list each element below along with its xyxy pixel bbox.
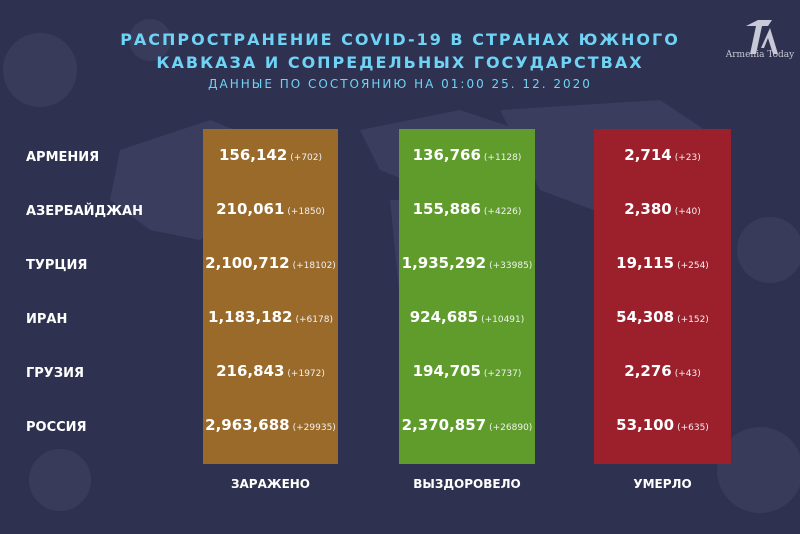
infected-cell: 2,963,688 (+29935)	[195, 416, 346, 438]
recovered-delta: (+4226)	[483, 207, 522, 217]
infected-delta: (+6178)	[295, 315, 333, 325]
recovered-cell: 924,685 (+10491)	[390, 308, 544, 330]
deaths-value: 54,308	[616, 308, 675, 326]
recovered-cell: 1,935,292 (+33985)	[390, 254, 544, 276]
recovered-cell: 136,766 (+1128)	[390, 146, 544, 168]
infected-delta: (+29935)	[292, 423, 336, 433]
recovered-delta: (+26890)	[489, 423, 533, 433]
deaths-delta: (+40)	[674, 207, 701, 217]
recovered-value: 194,705	[412, 362, 481, 380]
recovered-cell: 2,370,857 (+26890)	[390, 416, 544, 438]
deaths-cell: 19,115 (+254)	[594, 254, 731, 276]
recovered-cell: 194,705 (+2737)	[390, 362, 544, 384]
recovered-delta: (+10491)	[481, 315, 525, 325]
recovered-value: 2,370,857	[401, 416, 487, 434]
deaths-cell: 2,714 (+23)	[594, 146, 731, 168]
deaths-delta: (+152)	[677, 315, 709, 325]
deaths-value: 19,115	[616, 254, 675, 272]
infected-cell: 2,100,712 (+18102)	[195, 254, 346, 276]
infected-cell: 210,061 (+1850)	[195, 200, 346, 222]
country-name: АЗЕРБАЙДЖАН	[26, 204, 143, 219]
infected-value: 210,061	[216, 200, 285, 218]
infected-value: 156,142	[218, 146, 288, 164]
country-name: ИРАН	[26, 312, 68, 327]
deaths-value: 2,380	[624, 200, 672, 218]
infected-column-bg	[203, 129, 338, 464]
infected-delta: (+18102)	[292, 261, 336, 271]
recovered-value: 136,766	[412, 146, 481, 164]
country-name: ГРУЗИЯ	[26, 366, 84, 381]
page-subtitle: ДАННЫЕ ПО СОСТОЯНИЮ НА 01:00 25. 12. 202…	[208, 77, 592, 91]
deaths-delta: (+23)	[674, 153, 701, 163]
recovered-column-label: ВЫЗДОРОВЕЛО	[413, 477, 521, 491]
deaths-cell: 53,100 (+635)	[594, 416, 731, 438]
infected-delta: (+1972)	[287, 369, 325, 379]
deaths-delta: (+635)	[677, 423, 709, 433]
infected-cell: 216,843 (+1972)	[195, 362, 346, 384]
deaths-delta: (+254)	[677, 261, 709, 271]
deaths-column-label: УМЕРЛО	[633, 477, 692, 491]
infected-value: 216,843	[216, 362, 285, 380]
deaths-delta: (+43)	[674, 369, 701, 379]
infected-cell: 156,142 (+702)	[195, 146, 346, 168]
country-name: РОССИЯ	[26, 420, 87, 435]
infected-delta: (+702)	[290, 153, 323, 163]
logo-text: Armenia Today	[725, 50, 795, 60]
recovered-column-bg	[399, 129, 535, 464]
page-title-line1: РАСПРОСТРАНЕНИЕ COVID-19 В СТРАНАХ ЮЖНОГ…	[120, 30, 680, 49]
infected-cell: 1,183,182 (+6178)	[195, 308, 346, 330]
deaths-value: 53,100	[616, 416, 675, 434]
infected-column-label: ЗАРАЖЕНО	[230, 477, 311, 491]
infected-value: 1,183,182	[208, 308, 293, 326]
recovered-delta: (+33985)	[489, 261, 533, 271]
infected-value: 2,100,712	[205, 254, 290, 272]
recovered-value: 1,935,292	[401, 254, 487, 272]
country-name: ТУРЦИЯ	[26, 258, 88, 273]
recovered-delta: (+1128)	[483, 153, 522, 163]
deaths-value: 2,714	[624, 146, 672, 164]
recovered-cell: 155,886 (+4226)	[390, 200, 544, 222]
recovered-delta: (+2737)	[483, 369, 522, 379]
recovered-value: 924,685	[409, 308, 479, 326]
country-name: АРМЕНИЯ	[26, 150, 100, 165]
deaths-value: 2,276	[624, 362, 672, 380]
deaths-cell: 54,308 (+152)	[594, 308, 731, 330]
deaths-cell: 2,380 (+40)	[594, 200, 731, 222]
deaths-column-bg	[594, 129, 731, 464]
recovered-value: 155,886	[412, 200, 481, 218]
page-title-line2: КАВКАЗА И СОПРЕДЕЛЬНЫХ ГОСУДАРСТВАХ	[156, 53, 644, 72]
infected-value: 2,963,688	[205, 416, 290, 434]
deaths-cell: 2,276 (+43)	[594, 362, 731, 384]
infected-delta: (+1850)	[287, 207, 325, 217]
armenia-today-logo	[746, 20, 778, 54]
